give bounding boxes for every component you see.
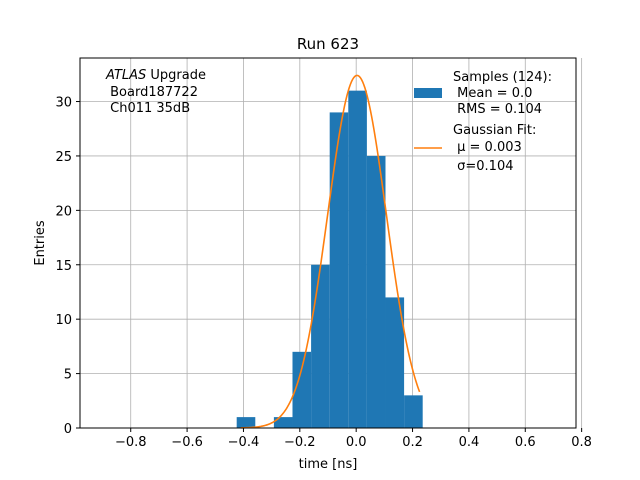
chart-title: Run 623: [297, 35, 359, 53]
annotation-line-2: Board187722: [106, 85, 198, 100]
annotation-atlas: ATLAS: [105, 68, 146, 83]
y-ticks: 0 5 10 15 20 25 30: [55, 96, 80, 437]
histogram-bar: [236, 417, 256, 428]
histogram-bar: [348, 90, 367, 428]
annotation-upgrade: Upgrade: [146, 68, 206, 83]
y-tick-label: 20: [55, 204, 72, 219]
x-tick-label: 0.2: [402, 435, 423, 450]
annotation-line-1: ATLAS Upgrade: [105, 68, 206, 83]
x-tick-label: −0.8: [115, 435, 147, 450]
y-axis-title: Entries: [33, 220, 48, 266]
y-tick-label: 0: [64, 422, 72, 437]
x-tick-label: 0.6: [515, 435, 536, 450]
histogram-bar: [311, 264, 330, 428]
legend-fit-sigma: σ=0.104: [453, 159, 513, 174]
x-ticks: −0.8 −0.6 −0.4 −0.2 0.0 0.2 0.4 0.6 0.8: [115, 428, 592, 450]
histogram-bar: [273, 417, 293, 428]
legend-swatch-histogram: [414, 88, 442, 98]
annotation-line-3: Ch011 35dB: [106, 101, 190, 116]
x-tick-label: −0.4: [228, 435, 260, 450]
x-tick-label: 0.4: [459, 435, 480, 450]
histogram-bar: [385, 297, 405, 428]
legend-histogram-label: Samples (124):: [453, 70, 552, 85]
x-tick-label: −0.6: [171, 435, 203, 450]
histogram-bar: [404, 395, 423, 428]
legend-histogram-rms: RMS = 0.104: [453, 102, 542, 117]
plot-frame: [79, 57, 577, 429]
y-tick-label: 5: [64, 368, 72, 383]
x-tick-label: 0.8: [571, 435, 592, 450]
histogram-bars: [236, 90, 423, 429]
histogram-bar: [366, 155, 386, 429]
x-tick-label: −0.2: [284, 435, 316, 450]
legend: Samples (124): Mean = 0.0 RMS = 0.104 Ga…: [414, 70, 552, 174]
legend-histogram-mean: Mean = 0.0: [453, 86, 532, 101]
y-tick-label: 15: [55, 259, 72, 274]
gaussian-fit-line: [240, 74, 421, 429]
histogram-bar: [329, 112, 349, 428]
x-axis-title: time [ns]: [299, 457, 358, 472]
annotation-block: ATLAS Upgrade Board187722 Ch011 35dB: [105, 68, 206, 116]
x-tick-label: 0.0: [346, 435, 367, 450]
histogram-bar: [292, 351, 312, 428]
y-tick-label: 25: [55, 150, 72, 165]
y-tick-label: 30: [55, 96, 72, 111]
legend-fit-mu: μ = 0.003: [453, 140, 522, 155]
y-tick-label: 10: [55, 313, 72, 328]
legend-fit-label: Gaussian Fit:: [453, 123, 536, 138]
